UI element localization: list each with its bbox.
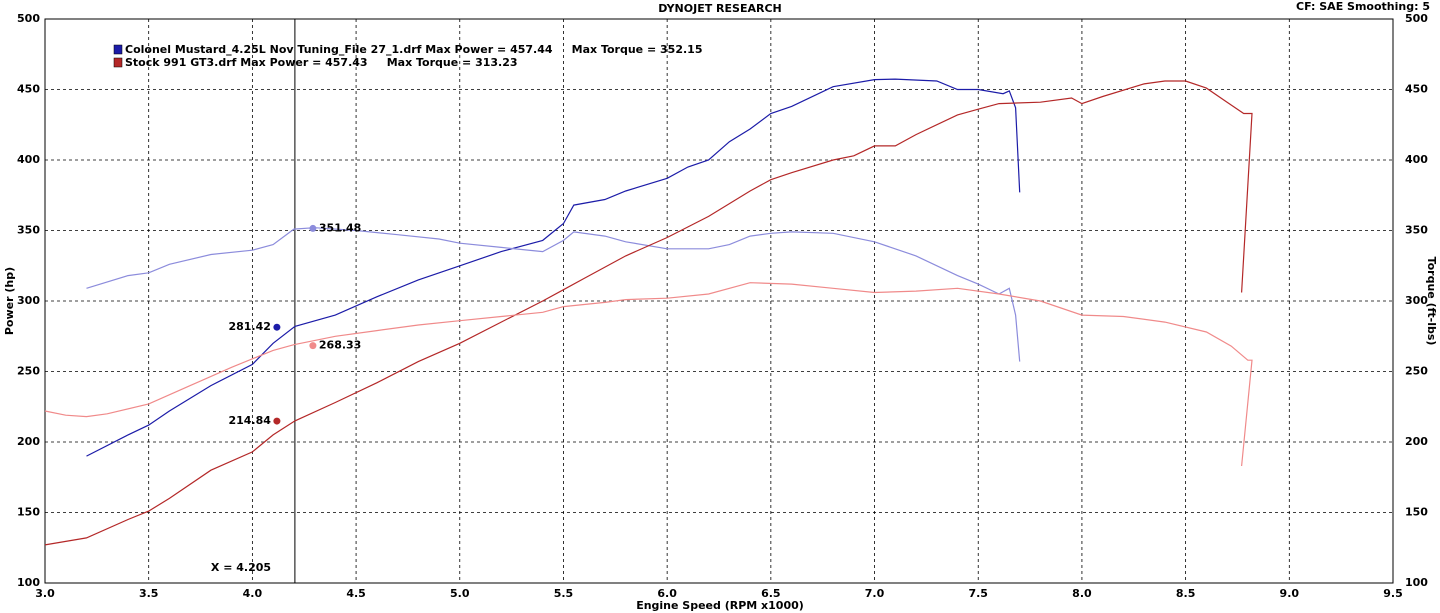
torque-readout-label: 268.33 [319, 339, 361, 352]
y-tick-label: 150 [17, 506, 40, 519]
x-axis-label: Engine Speed (RPM x1000) [636, 599, 804, 612]
y-tick-label: 100 [17, 576, 40, 589]
x-tick-label: 8.5 [1176, 587, 1196, 600]
legend-label: Stock 991 GT3.drf Max Power = 457.43 Max… [125, 56, 518, 69]
x-tick-label: 7.5 [968, 587, 988, 600]
y2-tick-label: 300 [1405, 294, 1428, 307]
cursor-label: X = 4.205 [211, 561, 271, 574]
legend-swatch [113, 57, 123, 68]
settings-text: CF: SAE Smoothing: 5 [1296, 0, 1430, 13]
y2-tick-label: 350 [1405, 224, 1428, 237]
power-readout-marker [273, 323, 281, 331]
x-tick-label: 4.5 [346, 587, 366, 600]
y2-tick-label: 400 [1405, 153, 1428, 166]
x-tick-label: 4.0 [243, 587, 263, 600]
x-tick-label: 3.0 [35, 587, 55, 600]
legend-label: Colonel Mustard_4.25L Nov Tuning_File 27… [125, 43, 702, 56]
x-tick-label: 7.0 [865, 587, 885, 600]
y2-tick-label: 150 [1405, 506, 1428, 519]
power-readout-marker [273, 417, 281, 425]
data-line [44, 282, 1253, 467]
torque-readout-marker [309, 224, 317, 232]
y2-tick-label: 500 [1405, 12, 1428, 25]
chart-title: DYNOJET RESEARCH [658, 2, 781, 15]
y-tick-label: 200 [17, 435, 40, 448]
data-line [86, 227, 1021, 362]
x-tick-label: 8.0 [1072, 587, 1092, 600]
x-tick-label: 5.5 [554, 587, 574, 600]
power-readout-label: 281.42 [228, 320, 270, 333]
legend-swatch [113, 44, 123, 55]
y2-tick-label: 100 [1405, 576, 1428, 589]
y-tick-label: 350 [17, 224, 40, 237]
torque-readout-label: 351.48 [319, 221, 361, 234]
x-tick-label: 9.0 [1280, 587, 1300, 600]
y2-tick-label: 450 [1405, 83, 1428, 96]
y-tick-label: 500 [17, 12, 40, 25]
power-readout-label: 214.84 [228, 414, 271, 427]
x-tick-label: 3.5 [139, 587, 159, 600]
y-tick-label: 300 [17, 294, 40, 307]
data-line [44, 80, 1253, 546]
y2-tick-label: 250 [1405, 365, 1428, 378]
y-axis-label: Power (hp) [3, 267, 16, 335]
x-tick-label: 6.5 [761, 587, 781, 600]
y2-tick-label: 200 [1405, 435, 1428, 448]
x-tick-label: 6.0 [657, 587, 677, 600]
y-tick-label: 400 [17, 153, 40, 166]
y2-axis-label: Torque (ft-lbs) [1425, 257, 1438, 346]
data-line [86, 78, 1021, 457]
y-tick-label: 250 [17, 365, 40, 378]
y-tick-label: 450 [17, 83, 40, 96]
torque-readout-marker [309, 342, 317, 350]
x-tick-label: 5.0 [450, 587, 470, 600]
x-tick-label: 9.5 [1383, 587, 1403, 600]
